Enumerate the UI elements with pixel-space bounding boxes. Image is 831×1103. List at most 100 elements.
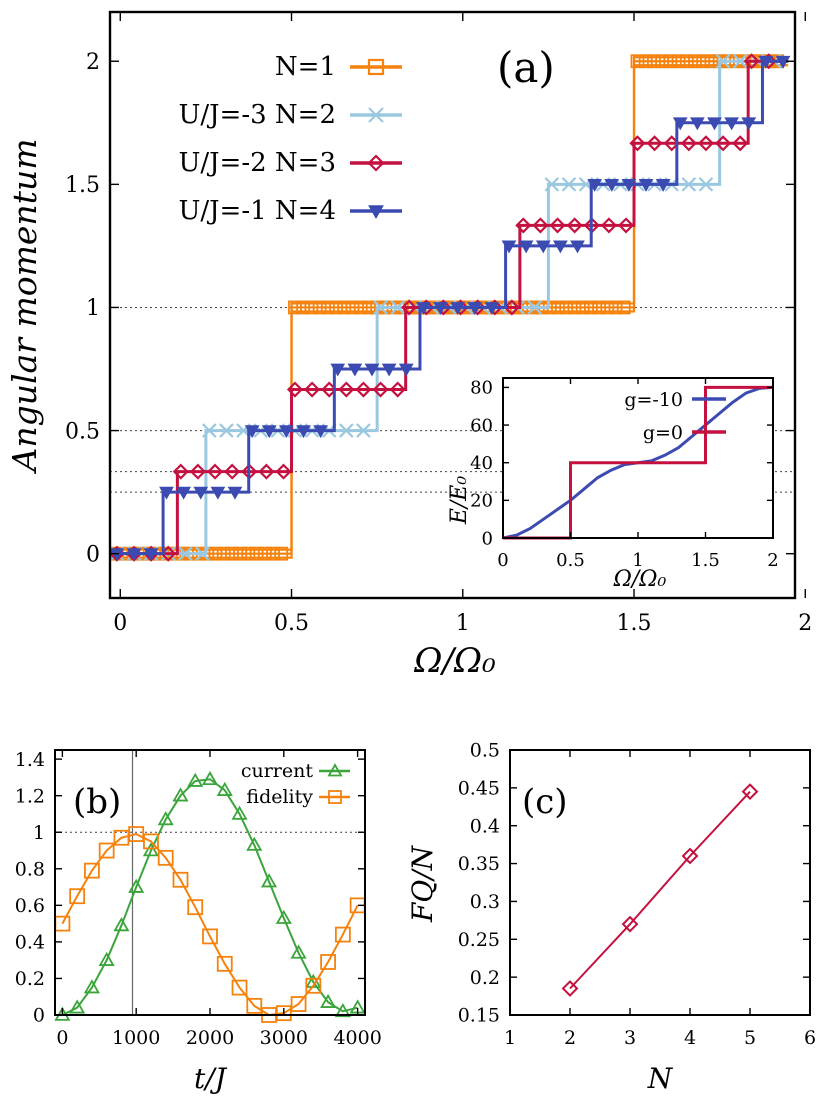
data-point — [313, 425, 328, 439]
data-point — [219, 423, 234, 438]
data-point — [732, 53, 748, 69]
data-point — [157, 849, 174, 866]
data-point — [381, 363, 397, 377]
data-point — [305, 977, 322, 994]
data-point — [216, 546, 231, 561]
data-point — [567, 300, 582, 315]
data-point — [260, 873, 278, 888]
data-point — [231, 805, 248, 820]
inset-xtick-label: 1.5 — [691, 550, 720, 571]
panel-c-xtick-label: 2 — [564, 1027, 576, 1049]
panel-b-ytick-label: 0.2 — [15, 968, 45, 990]
panel-a-ytick-label: 2 — [86, 50, 100, 75]
data-point — [621, 915, 639, 933]
panel-b-ytick-label: 1.4 — [15, 749, 45, 771]
inset-legend-label-g10: g=-10 — [624, 389, 683, 411]
legend-marker — [328, 790, 342, 804]
legend-marker — [368, 107, 384, 123]
inset-xlabel: Ω/Ω₀ — [613, 567, 667, 592]
data-point — [715, 53, 731, 69]
panel-c-ytick-label: 0.45 — [458, 778, 500, 800]
panel-c-frame — [509, 749, 811, 1016]
data-point — [334, 1003, 351, 1018]
data-point — [143, 833, 159, 850]
data-point — [109, 548, 125, 562]
legend-marker — [368, 205, 384, 220]
data-point — [210, 486, 226, 500]
data-point — [587, 178, 602, 192]
data-point — [559, 300, 574, 315]
data-point — [638, 54, 653, 69]
panel-c-ytick-label: 0.5 — [470, 740, 500, 762]
data-point — [339, 423, 354, 438]
data-point — [681, 177, 697, 192]
data-point — [629, 135, 646, 152]
data-point — [290, 996, 307, 1012]
data-point — [362, 300, 376, 315]
data-point — [600, 217, 617, 234]
panel-b-xtick-label: 0 — [56, 1027, 68, 1049]
data-point — [532, 217, 549, 234]
data-point — [715, 135, 732, 152]
data-point — [679, 54, 694, 69]
panel-b-ytick-label: 1 — [33, 822, 45, 844]
panel-a-xtick-label: 1 — [456, 611, 470, 636]
data-point — [201, 770, 219, 786]
legend-label-n2: U/J=-3 N=2 — [178, 100, 336, 130]
data-point — [724, 117, 739, 131]
data-point — [304, 381, 321, 398]
panel-c-xtick-label: 3 — [624, 1027, 636, 1049]
panel-c-ytick-label: 0.2 — [470, 967, 500, 989]
data-point — [621, 178, 637, 192]
data-point — [372, 381, 389, 398]
data-point — [690, 117, 705, 131]
data-point — [655, 54, 670, 69]
data-point — [142, 842, 160, 857]
data-point — [275, 1005, 292, 1022]
data-point — [646, 54, 661, 69]
data-point — [743, 53, 760, 70]
data-point — [187, 899, 204, 916]
data-point — [69, 999, 86, 1014]
inset-xtick-label: 1 — [632, 550, 643, 571]
data-point — [98, 951, 115, 966]
series-line-fidelity — [61, 833, 359, 1017]
panel-c-ytick-label: 0.4 — [470, 815, 500, 837]
data-point — [286, 381, 304, 398]
data-point — [249, 546, 264, 561]
series-N=4 — [109, 55, 791, 562]
data-point — [575, 300, 590, 315]
data-point — [159, 486, 174, 500]
data-point — [98, 842, 115, 859]
data-point — [553, 240, 568, 254]
data-point — [296, 300, 311, 315]
data-point — [672, 117, 688, 131]
data-point — [741, 783, 759, 801]
data-point — [551, 300, 565, 315]
data-point — [638, 178, 654, 192]
data-point — [279, 425, 294, 439]
data-point — [266, 546, 280, 561]
series-line-current — [61, 778, 358, 1016]
series-FQ/N — [561, 783, 759, 997]
data-point — [338, 381, 355, 398]
inset-ylabel: E/E₀ — [447, 476, 472, 526]
panel-b-ytick-label: 1.2 — [15, 785, 45, 807]
inset-legend-label-g0: g=0 — [643, 422, 683, 444]
data-point — [312, 300, 327, 315]
data-point — [113, 917, 130, 932]
data-point — [225, 546, 239, 561]
data-point — [697, 135, 715, 152]
panel-c-xlabel: N — [647, 1062, 674, 1095]
data-point — [390, 300, 405, 315]
panel-a-label: (a) — [497, 43, 555, 92]
panel-b-label: (b) — [73, 782, 121, 822]
data-point — [257, 546, 272, 561]
inset-ytick-label: 0 — [482, 528, 493, 549]
panel-c-ytick-label: 0.15 — [458, 1005, 500, 1027]
inset-ytick-label: 40 — [470, 453, 493, 474]
data-point — [258, 463, 275, 480]
legend-label-n4: U/J=-1 N=4 — [178, 196, 336, 226]
panel-a-xtick-label: 0.5 — [274, 611, 309, 636]
panel-b-ytick-label: 0.6 — [15, 895, 45, 917]
